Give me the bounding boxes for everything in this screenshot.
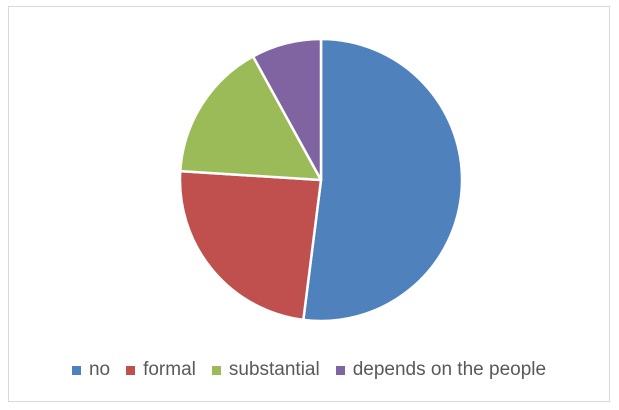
legend-label: formal [143, 359, 196, 380]
pie-slice-substantial [179, 55, 323, 182]
legend-item: depends on the people [335, 359, 547, 381]
legend-item: formal [126, 359, 196, 381]
legend-label: substantial [228, 359, 320, 380]
legend-label: depends on the people [352, 359, 547, 380]
pie-slice-no [302, 37, 464, 323]
legend-swatch [335, 365, 345, 375]
legend-swatch [71, 365, 81, 375]
chart-legend: no formal substantial depends on the people [9, 359, 609, 381]
legend-label: no [88, 359, 111, 380]
chart-area: no formal substantial depends on the people [8, 6, 610, 402]
legend-item: substantial [211, 359, 320, 381]
legend-swatch [126, 365, 136, 375]
pie-slice-formal [178, 169, 323, 322]
pie-chart [178, 37, 464, 323]
legend-item: no [71, 359, 111, 381]
legend-swatch [211, 365, 221, 375]
pie-slice-depends-on-the-people [251, 37, 323, 182]
